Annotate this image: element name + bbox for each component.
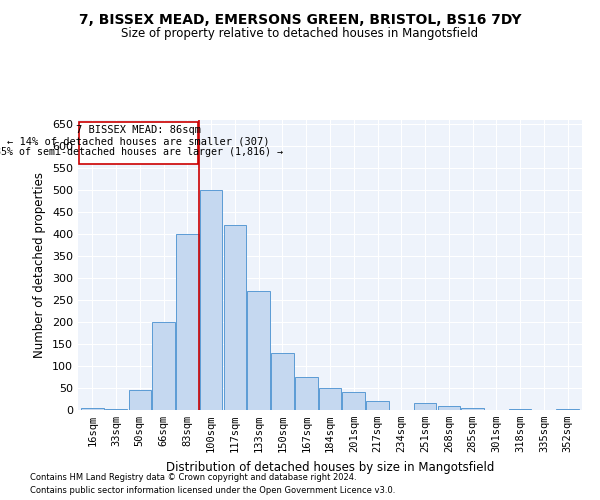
Bar bbox=[224, 226, 246, 410]
Text: 7, BISSEX MEAD, EMERSONS GREEN, BRISTOL, BS16 7DY: 7, BISSEX MEAD, EMERSONS GREEN, BRISTOL,… bbox=[79, 12, 521, 26]
Text: ← 14% of detached houses are smaller (307): ← 14% of detached houses are smaller (30… bbox=[7, 136, 270, 146]
Bar bbox=[461, 408, 484, 410]
Bar bbox=[366, 401, 389, 410]
Bar bbox=[437, 406, 460, 410]
Bar bbox=[343, 392, 365, 410]
Bar bbox=[271, 353, 294, 410]
Text: 7 BISSEX MEAD: 86sqm: 7 BISSEX MEAD: 86sqm bbox=[76, 126, 201, 136]
Text: Contains public sector information licensed under the Open Government Licence v3: Contains public sector information licen… bbox=[30, 486, 395, 495]
Bar bbox=[200, 190, 223, 410]
Bar bbox=[247, 292, 270, 410]
Y-axis label: Number of detached properties: Number of detached properties bbox=[34, 172, 46, 358]
FancyBboxPatch shape bbox=[79, 122, 198, 164]
Bar bbox=[509, 408, 532, 410]
Text: 85% of semi-detached houses are larger (1,816) →: 85% of semi-detached houses are larger (… bbox=[0, 147, 283, 157]
Bar bbox=[295, 377, 317, 410]
Text: Contains HM Land Registry data © Crown copyright and database right 2024.: Contains HM Land Registry data © Crown c… bbox=[30, 474, 356, 482]
Text: Size of property relative to detached houses in Mangotsfield: Size of property relative to detached ho… bbox=[121, 28, 479, 40]
Bar bbox=[128, 390, 151, 410]
Bar bbox=[105, 408, 127, 410]
X-axis label: Distribution of detached houses by size in Mangotsfield: Distribution of detached houses by size … bbox=[166, 460, 494, 473]
Bar bbox=[319, 388, 341, 410]
Bar bbox=[81, 408, 104, 410]
Bar bbox=[414, 404, 436, 410]
Bar bbox=[152, 322, 175, 410]
Bar bbox=[556, 409, 579, 410]
Bar bbox=[176, 234, 199, 410]
